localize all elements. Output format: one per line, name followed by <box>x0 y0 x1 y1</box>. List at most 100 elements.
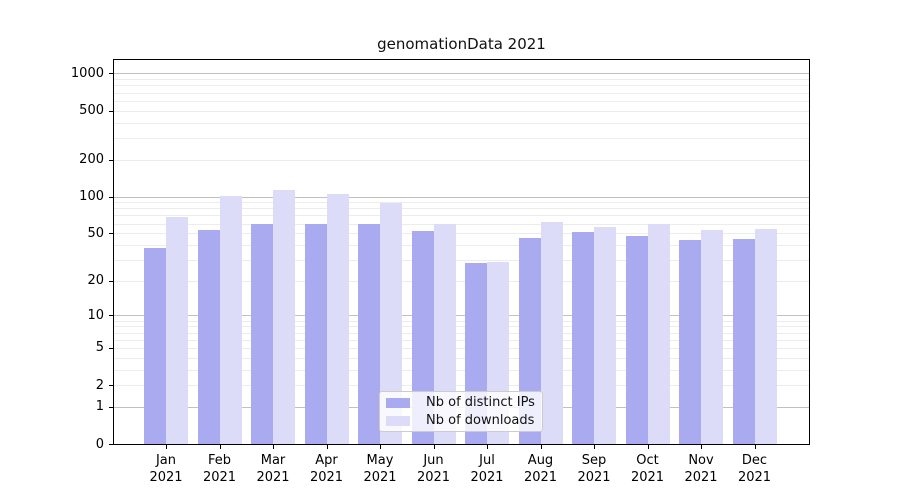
gridline-700 <box>114 92 809 94</box>
gridline-2 <box>114 385 809 387</box>
bar-downloads-apr <box>326 193 349 444</box>
gridline-30 <box>114 259 809 261</box>
legend-swatch-distinct-ips <box>386 397 410 408</box>
bar-ips-apr <box>304 223 327 444</box>
gridline-90 <box>114 202 809 204</box>
y-tick-label-10: 10 <box>87 307 104 323</box>
y-tick-label-20: 20 <box>87 273 104 289</box>
gridline-900 <box>114 79 809 81</box>
gridline-70 <box>114 215 809 217</box>
bar-downloads-oct <box>647 224 670 444</box>
gridline-40 <box>114 244 809 246</box>
y-tick-100 <box>109 196 114 198</box>
legend-item-distinct-ips: Nb of distinct IPs <box>386 395 535 410</box>
gridline-1000 <box>114 73 809 75</box>
gridline-800 <box>114 85 809 87</box>
bar-downloads-jun <box>433 223 456 444</box>
gridline-4 <box>114 357 809 359</box>
x-tick-label-dec: Dec 2021 <box>737 453 772 485</box>
bar-ips-nov <box>679 239 701 444</box>
gridline-8 <box>114 326 809 328</box>
gridline-9 <box>114 320 809 322</box>
y-tick-label-100: 100 <box>79 189 104 204</box>
legend: Nb of distinct IPs Nb of downloads <box>379 391 543 432</box>
gridline-20 <box>114 280 809 282</box>
gridline-6 <box>114 339 809 341</box>
bar-downloads-aug <box>540 221 563 444</box>
bar-downloads-sep <box>594 227 616 444</box>
x-tick-dec <box>754 444 756 449</box>
bar-downloads-dec <box>754 229 777 444</box>
y-tick-label-50: 50 <box>87 225 104 241</box>
x-tick-label-jul: Jul 2021 <box>470 453 504 485</box>
gridline-50 <box>114 233 809 235</box>
legend-item-downloads: Nb of downloads <box>386 413 535 428</box>
legend-label-downloads: Nb of downloads <box>426 413 535 428</box>
y-tick-label-500: 500 <box>79 103 104 119</box>
gridline-100 <box>114 196 809 198</box>
bar-ips-sep <box>572 232 594 444</box>
gridline-10 <box>114 315 809 317</box>
bar-ips-mar <box>251 223 273 444</box>
x-tick-label-sep: Sep 2021 <box>577 453 611 485</box>
legend-swatch-downloads <box>386 415 410 426</box>
bar-downloads-jan <box>166 216 188 444</box>
x-tick-jul <box>487 444 488 449</box>
x-tick-may <box>380 444 381 449</box>
x-tick-label-oct: Oct 2021 <box>630 453 665 485</box>
gridline-5 <box>114 347 809 349</box>
y-tick-500 <box>109 110 114 112</box>
bar-ips-oct <box>625 236 648 444</box>
x-tick-mar <box>273 444 274 449</box>
bar-ips-jun <box>411 231 434 444</box>
bar-ips-feb <box>197 230 220 444</box>
y-tick-20 <box>109 280 114 282</box>
plot-area: Nb of distinct IPs Nb of downloads <box>113 59 810 445</box>
y-tick-1 <box>109 406 114 408</box>
x-tick-label-apr: Apr 2021 <box>309 453 344 485</box>
bar-downloads-feb <box>219 195 242 444</box>
bar-downloads-may <box>380 203 402 444</box>
x-tick-sep <box>594 444 595 449</box>
x-tick-label-jan: Jan 2021 <box>149 453 183 485</box>
x-tick-apr <box>326 444 328 449</box>
y-tick-0 <box>109 444 114 445</box>
y-tick-5 <box>109 347 114 349</box>
gridline-3 <box>114 369 809 371</box>
gridline-400 <box>114 122 809 124</box>
x-tick-nov <box>701 444 702 449</box>
x-tick-label-feb: Feb 2021 <box>202 453 237 485</box>
y-tick-label-200: 200 <box>79 152 104 168</box>
y-tick-1000 <box>109 73 114 75</box>
chart-title: genomationData 2021 <box>377 35 546 53</box>
x-tick-jan <box>166 444 167 449</box>
y-tick-50 <box>109 233 114 235</box>
x-tick-label-jun: Jun 2021 <box>416 453 451 485</box>
bar-ips-dec <box>732 238 755 444</box>
bar-downloads-mar <box>273 190 295 444</box>
y-tick-label-2: 2 <box>95 377 104 393</box>
gridline-80 <box>114 208 809 210</box>
legend-label-distinct-ips: Nb of distinct IPs <box>426 395 535 410</box>
bar-ips-jan <box>144 247 166 444</box>
x-tick-label-aug: Aug 2021 <box>523 453 558 485</box>
x-tick-feb <box>219 444 221 449</box>
x-tick-label-nov: Nov 2021 <box>684 453 718 485</box>
bar-downloads-nov <box>701 230 723 444</box>
gridline-7 <box>114 332 809 334</box>
y-tick-label-1000: 1000 <box>70 65 104 81</box>
gridline-200 <box>114 159 809 161</box>
gridline-60 <box>114 223 809 225</box>
bar-ips-may <box>358 223 380 444</box>
y-tick-2 <box>109 385 114 387</box>
x-tick-label-mar: Mar 2021 <box>256 453 290 485</box>
x-tick-aug <box>540 444 542 449</box>
gridline-300 <box>114 137 809 139</box>
y-tick-label-1: 1 <box>95 399 104 415</box>
gridline-500 <box>114 110 809 112</box>
x-tick-label-may: May 2021 <box>363 453 397 485</box>
y-tick-10 <box>109 315 114 317</box>
gridline-600 <box>114 100 809 102</box>
x-tick-jun <box>433 444 435 449</box>
